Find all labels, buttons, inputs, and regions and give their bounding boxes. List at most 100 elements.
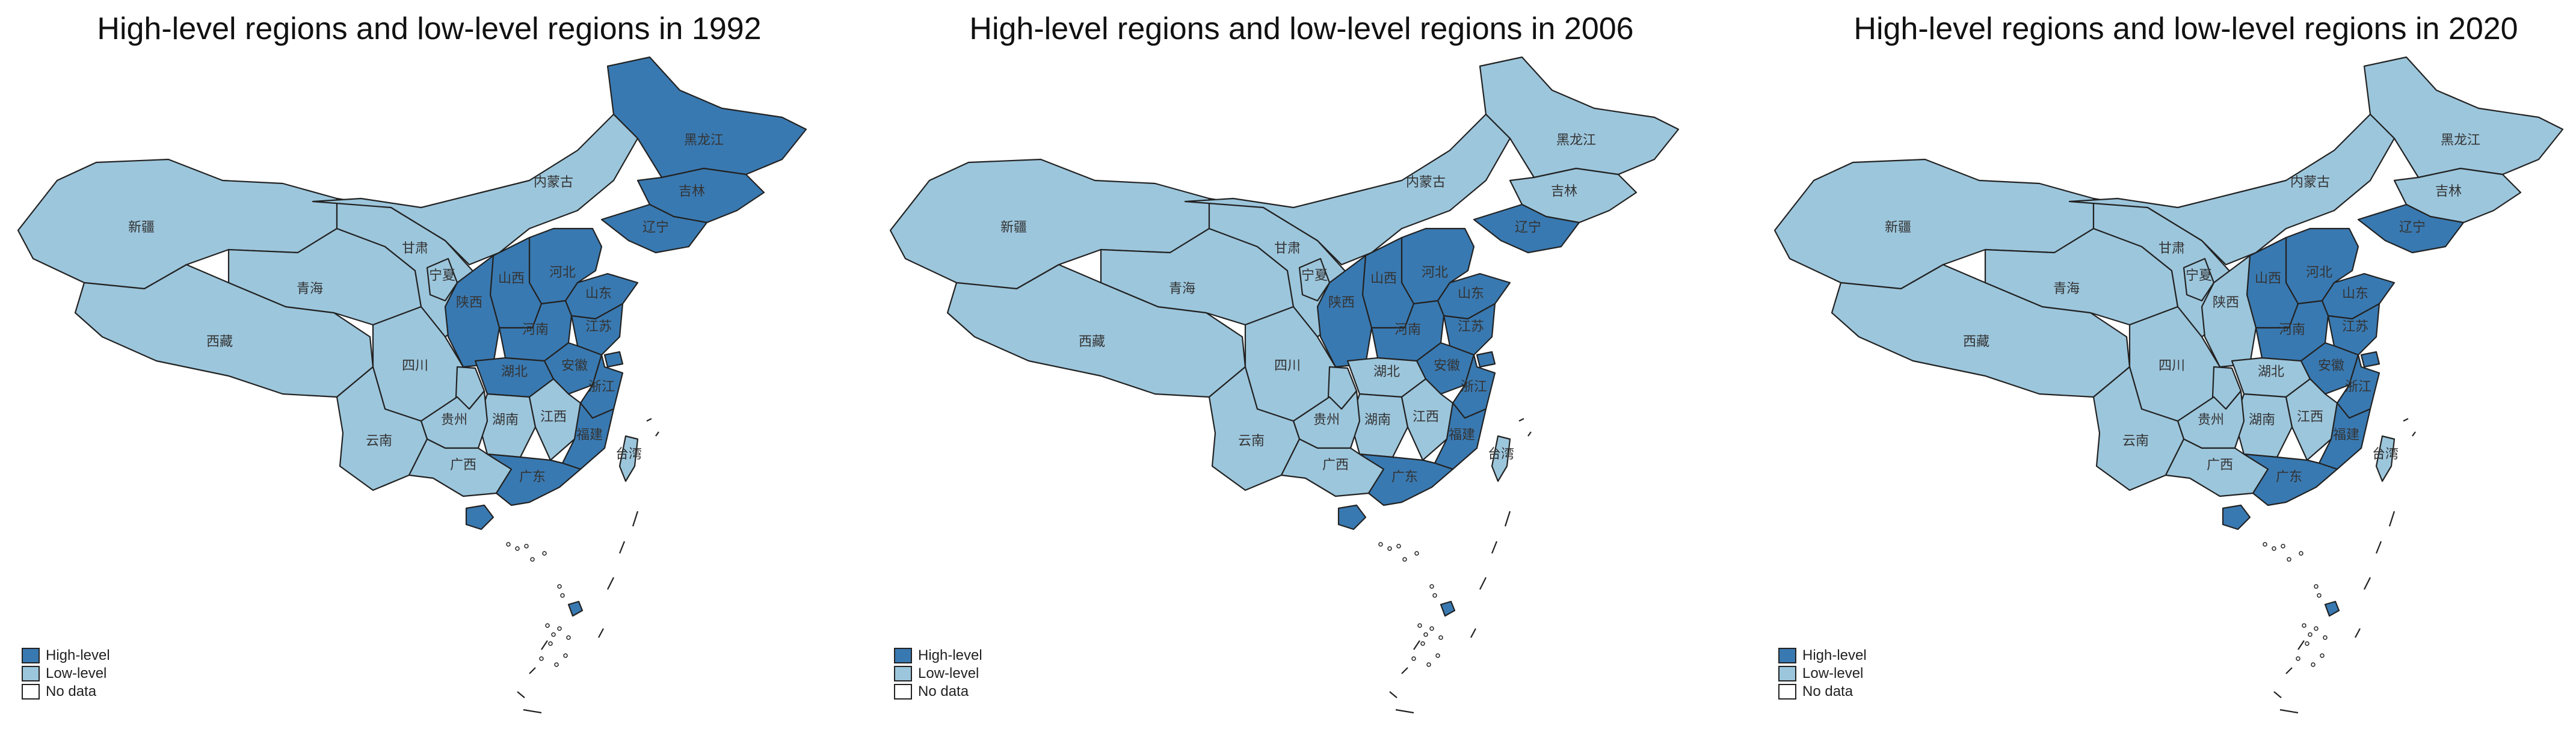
island-3 (1402, 557, 1407, 562)
province-label: 河北 (1422, 265, 1448, 280)
legend-swatch-high (1778, 648, 1796, 663)
island-5 (557, 584, 562, 589)
legend-1992: High-level Low-level No data (22, 647, 110, 701)
island-9 (557, 626, 562, 631)
province-label: 贵州 (441, 413, 467, 428)
island-10 (1438, 635, 1443, 640)
boundary-dash-1 (655, 431, 659, 437)
legend-item-high: High-level (894, 647, 982, 665)
province-内蒙古 (1184, 113, 1511, 266)
boundary-dash-8 (2355, 628, 2361, 638)
island-1 (2272, 546, 2276, 551)
boundary-dash-3 (2375, 541, 2382, 554)
island-6 (1432, 593, 1437, 598)
map-panel-2020: 新疆 西藏 青海 甘肃 宁夏 内蒙古 黑龙江 吉林 辽宁 河北 山西 陕西 山东 河南 四川 湖北 江苏 安徽 浙江… (1757, 0, 2576, 729)
province-label: 陕西 (1328, 295, 1355, 310)
province-label: 河南 (1394, 322, 1421, 337)
province-label: 吉林 (1551, 184, 1577, 199)
boundary-dash-0 (2403, 418, 2409, 422)
province-label: 辽宁 (642, 220, 669, 235)
island-8 (1423, 632, 1428, 637)
province-label: 湖北 (1373, 364, 1400, 380)
province-label: 江西 (1413, 410, 1439, 425)
province-label: 四川 (402, 358, 428, 374)
legend-label-none: No data (1802, 683, 1853, 700)
legend-swatch-low (894, 666, 912, 681)
boundary-dash-2 (2388, 511, 2396, 527)
province-辽宁 (600, 203, 708, 254)
province-label: 黑龙江 (1556, 133, 1596, 148)
province-label: 内蒙古 (534, 175, 573, 190)
legend-2020: High-level Low-level No data (1778, 647, 1867, 701)
province-上海 (1476, 351, 1496, 368)
province-label: 贵州 (2198, 413, 2224, 428)
province-label: 青海 (2053, 281, 2080, 297)
province-label: 河南 (522, 322, 549, 337)
province-label: 甘肃 (402, 241, 428, 256)
legend-label-high: High-level (918, 647, 982, 663)
province-label: 江西 (540, 410, 567, 425)
island-5 (1429, 584, 1434, 589)
island-12 (1411, 656, 1416, 661)
province-label: 江苏 (1458, 319, 1484, 334)
legend-swatch-high (894, 648, 912, 663)
province-宁夏 (2183, 257, 2215, 302)
province-海南 (1337, 504, 1367, 531)
legend-label-none: No data (46, 683, 97, 700)
island-12 (2296, 656, 2300, 661)
boundary-dash-4 (1479, 577, 1487, 590)
province-海南诸岛 (567, 600, 584, 617)
province-label: 山西 (1370, 271, 1397, 286)
island-2 (2281, 544, 2285, 549)
province-label: 吉林 (679, 184, 705, 199)
province-label: 云南 (366, 434, 392, 449)
province-label: 福建 (2333, 428, 2359, 443)
province-label: 西藏 (1963, 334, 1989, 349)
island-4 (542, 551, 547, 556)
province-黑龙江 (606, 56, 807, 179)
boundary-dash-9 (523, 709, 542, 714)
province-label: 西藏 (1079, 334, 1105, 349)
boundary-dash-3 (1491, 541, 1498, 554)
province-海南 (465, 504, 495, 531)
province-海南 (2222, 504, 2251, 531)
legend-item-high: High-level (1778, 647, 1867, 665)
province-label: 台湾 (1488, 447, 1514, 462)
province-label: 吉林 (2435, 184, 2462, 199)
boundary-dash-1 (2412, 431, 2416, 437)
legend-label-high: High-level (1802, 647, 1867, 663)
island-11 (548, 641, 553, 646)
boundary-dash-1 (1527, 431, 1532, 437)
boundary-dash-0 (646, 418, 652, 422)
province-label: 新疆 (1000, 220, 1027, 235)
province-label: 黑龙江 (2441, 133, 2480, 148)
province-label: 湖北 (501, 364, 528, 380)
boundary-dash-5 (2297, 640, 2305, 650)
province-label: 湖南 (1364, 413, 1391, 428)
boundary-dash-3 (618, 541, 626, 554)
province-label: 新疆 (128, 220, 155, 235)
island-10 (2323, 635, 2328, 640)
island-4 (1414, 551, 1419, 556)
province-label: 浙江 (588, 380, 615, 395)
legend-label-high: High-level (46, 647, 110, 663)
province-内蒙古 (2068, 113, 2396, 266)
province-label: 甘肃 (2158, 241, 2185, 256)
province-label: 山东 (585, 286, 612, 301)
province-辽宁 (2357, 203, 2465, 254)
boundary-dash-6 (529, 667, 536, 674)
legend-swatch-low (22, 666, 40, 681)
province-label: 甘肃 (1274, 241, 1301, 256)
province-黑龙江 (1479, 56, 1680, 179)
province-label: 山东 (1458, 286, 1484, 301)
province-label: 山西 (2255, 271, 2281, 286)
boundary-dash-2 (632, 511, 639, 527)
boundary-dash-7 (2273, 691, 2282, 698)
boundary-dash-7 (517, 691, 525, 698)
province-内蒙古 (312, 113, 639, 266)
island-7 (545, 623, 550, 628)
island-14 (1435, 653, 1440, 658)
